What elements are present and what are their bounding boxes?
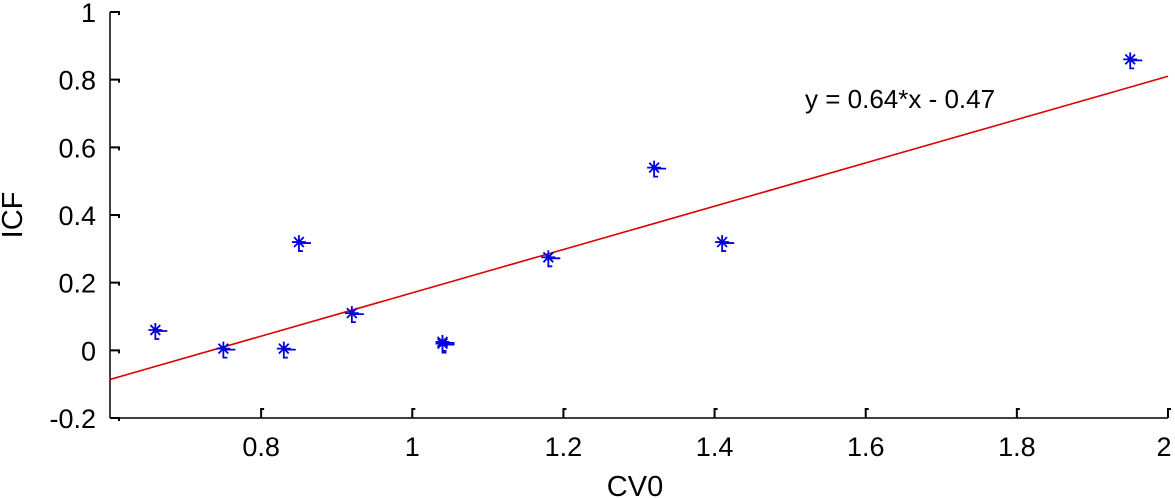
axes: 0.8 1 1.2 1.4 1.6 1.8 2 -0.2 0 0.2 0.4 0.6 0.8 1 bbox=[49, 0, 1171, 462]
x-tick bbox=[562, 408, 567, 418]
x-axis-title: CV0 bbox=[607, 471, 663, 498]
y-tick-label: 0.8 bbox=[58, 66, 96, 96]
fit-layer bbox=[109, 75, 1169, 381]
y-tick-label: 0 bbox=[81, 336, 96, 366]
y-tick-label: 0.4 bbox=[58, 201, 96, 231]
y-tick bbox=[110, 349, 120, 354]
data-point bbox=[344, 306, 364, 324]
y-tick bbox=[110, 11, 120, 15]
x-tick bbox=[260, 408, 265, 418]
fit-equation-label: y = 0.64*x - 0.47 bbox=[805, 84, 995, 114]
x-tick bbox=[1167, 408, 1171, 418]
data-point bbox=[541, 250, 561, 268]
y-tick-label: -0.2 bbox=[49, 404, 96, 434]
data-point bbox=[647, 160, 667, 178]
x-tick-label: 1.6 bbox=[847, 432, 885, 462]
y-tick bbox=[110, 78, 120, 83]
y-tick bbox=[110, 281, 120, 286]
x-tick-label: 1 bbox=[405, 432, 420, 462]
y-axis-title: ICF bbox=[0, 192, 29, 239]
data-point bbox=[1123, 52, 1143, 70]
data-point bbox=[276, 341, 296, 359]
y-tick-label: 0.6 bbox=[58, 133, 96, 163]
x-tick-label: 1.2 bbox=[545, 432, 583, 462]
y-tick bbox=[110, 146, 120, 151]
x-tick bbox=[411, 408, 416, 418]
x-tick-label: 1.4 bbox=[696, 432, 734, 462]
points-layer bbox=[148, 52, 1143, 359]
y-tick-label: 1 bbox=[81, 0, 96, 28]
x-tick bbox=[713, 408, 718, 418]
x-tick-label: 2 bbox=[1156, 432, 1171, 462]
y-tick bbox=[110, 417, 120, 421]
data-point bbox=[291, 235, 311, 252]
x-tick bbox=[864, 408, 869, 418]
y-tick bbox=[110, 214, 120, 218]
fit-line bbox=[109, 75, 1169, 381]
data-point bbox=[435, 334, 455, 352]
x-tick-label: 0.8 bbox=[242, 432, 280, 462]
data-point bbox=[216, 341, 236, 359]
y-tick-label: 0.2 bbox=[58, 269, 96, 299]
labels-layer: y = 0.64*x - 0.47 CV0 ICF bbox=[0, 84, 995, 498]
data-point bbox=[148, 323, 168, 340]
x-tick-label: 1.8 bbox=[998, 432, 1036, 462]
data-point bbox=[715, 235, 735, 252]
x-tick bbox=[1015, 408, 1020, 418]
